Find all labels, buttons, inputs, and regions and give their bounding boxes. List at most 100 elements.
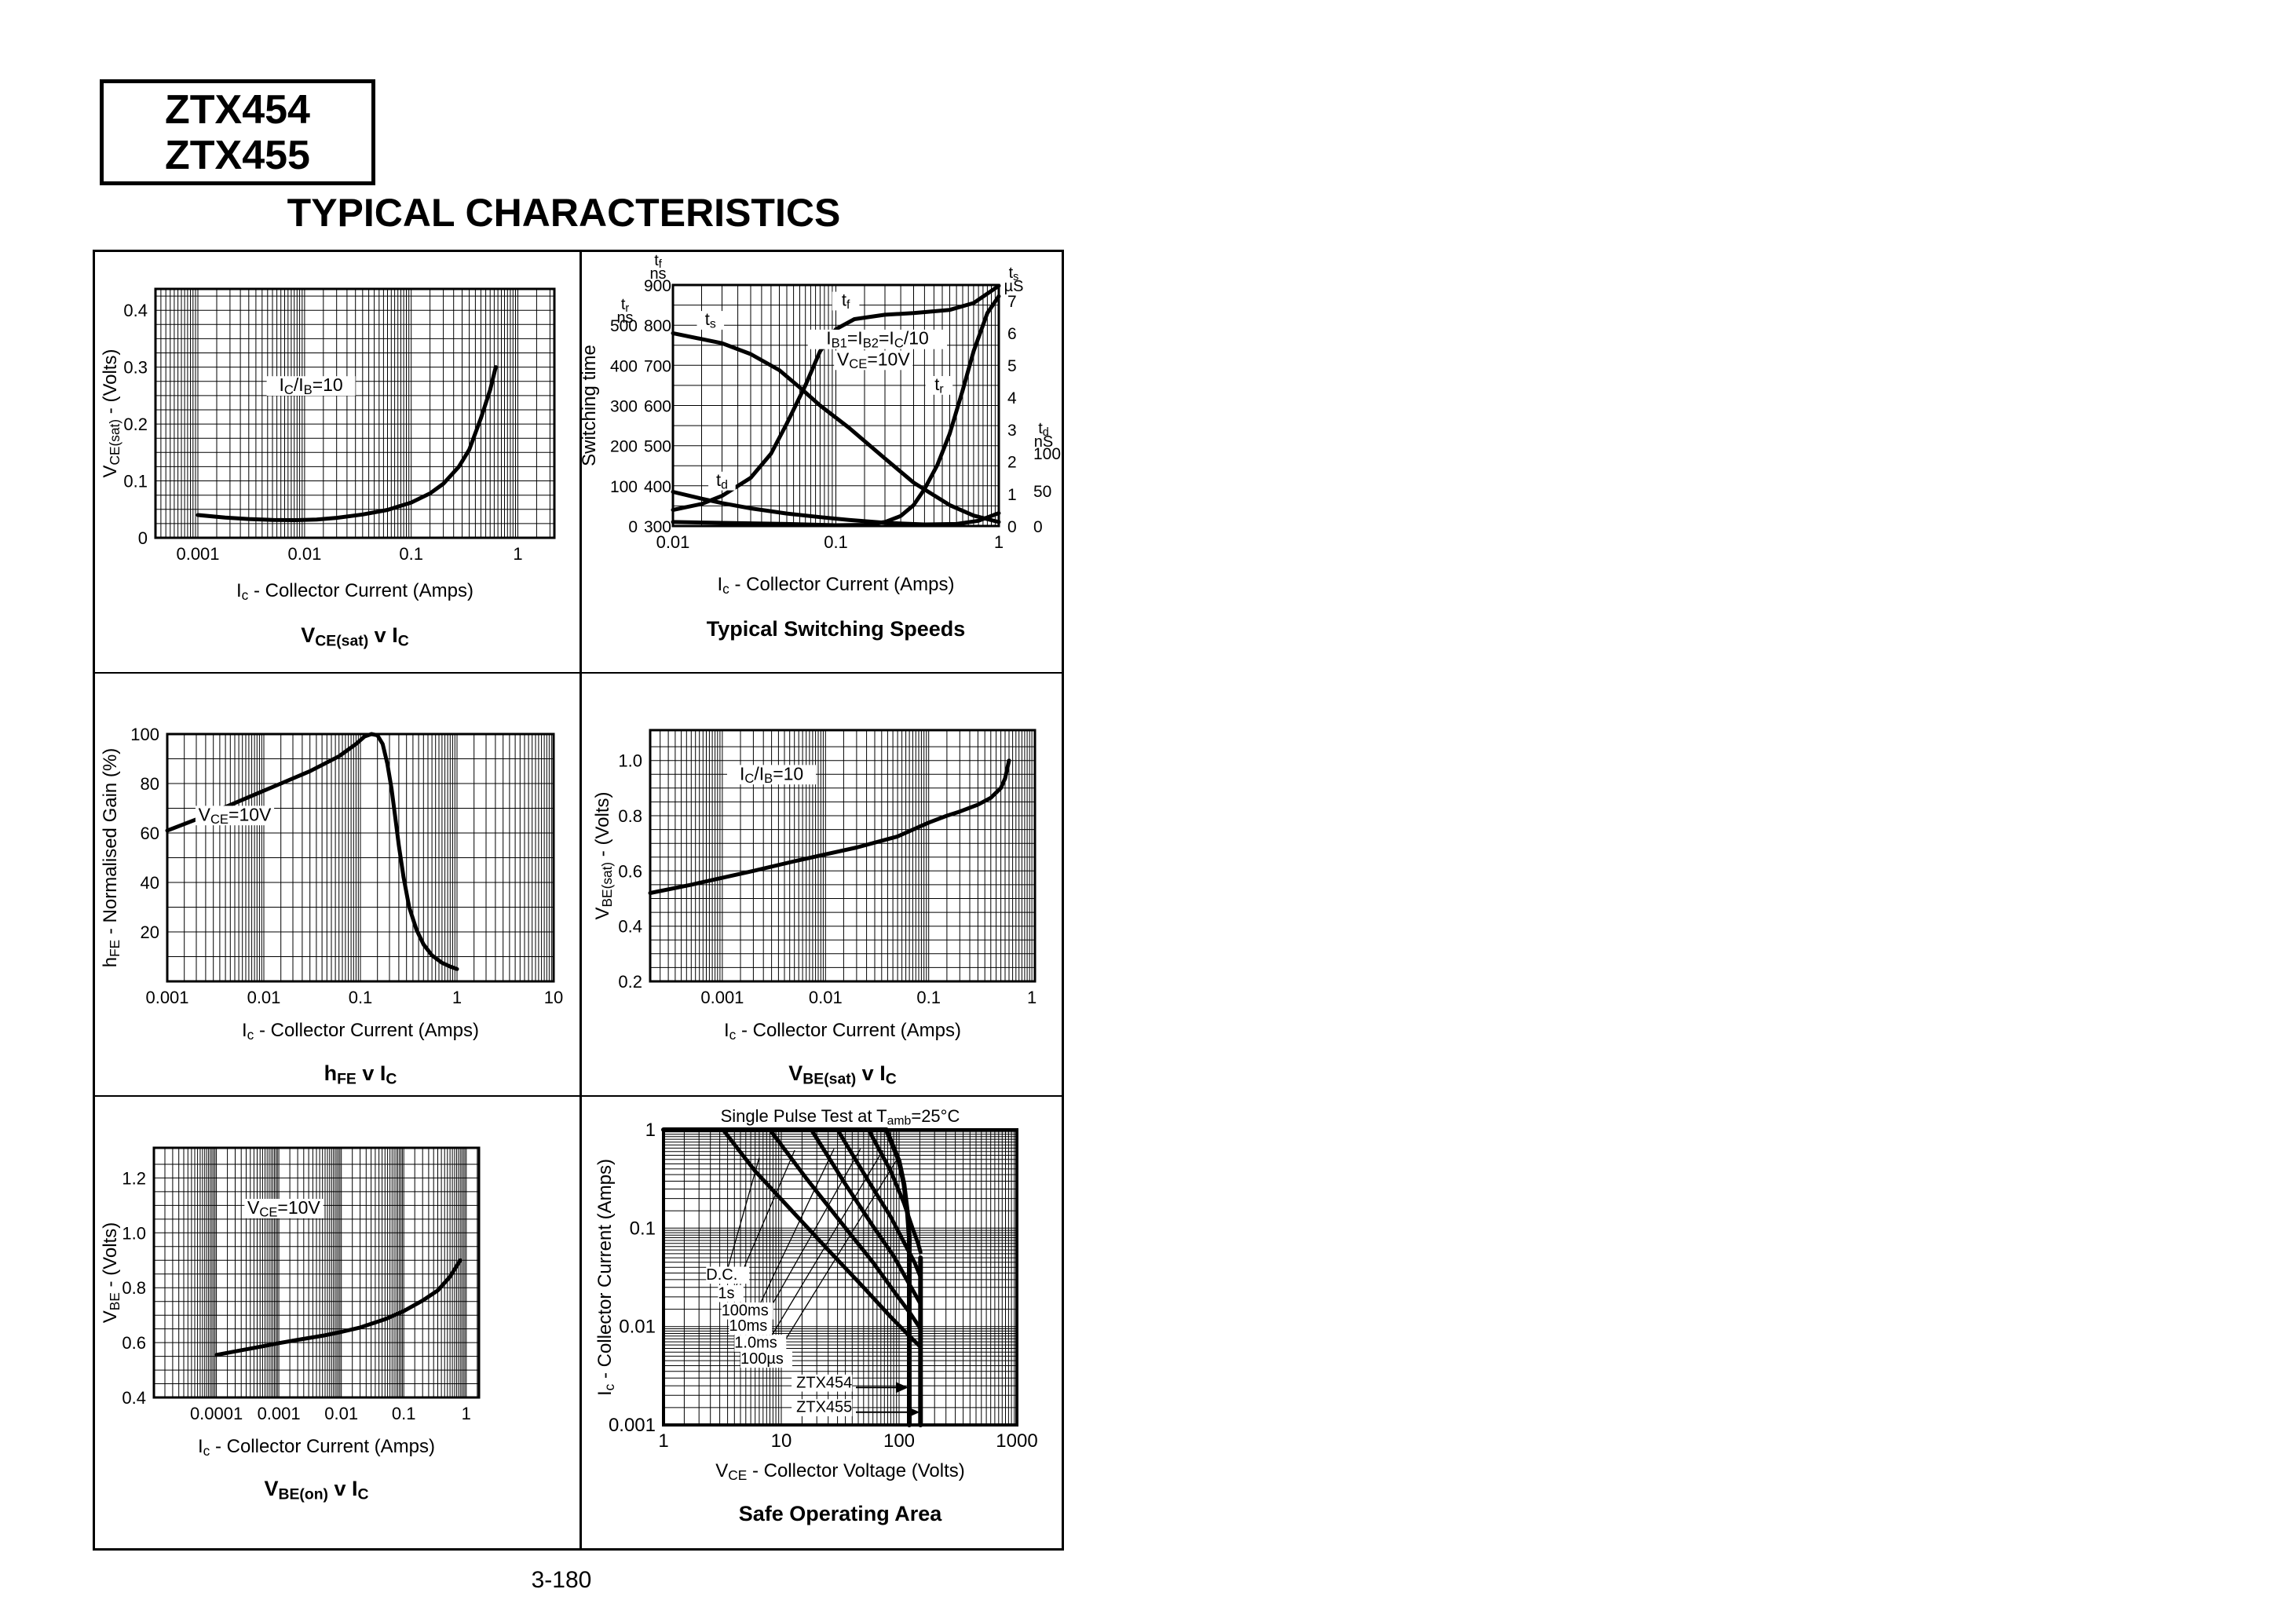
x-tick: 0.1 — [824, 532, 848, 552]
curve-VCE(sat) — [196, 365, 498, 522]
x-axis-label: Ic - Collector Current (Amps) — [242, 1020, 479, 1043]
axis-tick: 50 — [1033, 483, 1051, 501]
annotation: VCE=10V — [247, 1197, 320, 1220]
curve-100ms — [809, 1127, 923, 1306]
chart-typical-switching-speeds: 0.01 0.1 1tfns900800700600500400300trns500… — [579, 252, 1061, 641]
page-title: TYPICAL CHARACTERISTICS — [287, 191, 841, 235]
y-tick: 0.2 — [618, 972, 642, 992]
y-tick: 1.0 — [618, 751, 642, 771]
axis-tick: 0 — [1033, 518, 1043, 536]
x-tick: 1 — [1027, 988, 1036, 1007]
annotation: ZTX454 — [796, 1374, 852, 1391]
y-tick: 0.01 — [619, 1317, 656, 1338]
annotation: 10ms — [729, 1317, 767, 1335]
axis-tick: 500 — [610, 317, 638, 335]
curve-ts — [671, 331, 1001, 524]
y-tick: 0.1 — [123, 472, 148, 491]
axis-unit: tr — [621, 296, 630, 315]
arrowhead-icon — [895, 1382, 909, 1394]
y-tick: 0.001 — [609, 1415, 656, 1436]
chart-title: Typical Switching Speeds — [707, 617, 966, 641]
annotation: tr — [934, 374, 943, 396]
annotation: 1s — [718, 1284, 734, 1302]
axis-unit: µS — [1004, 278, 1024, 295]
axis-unit: ts — [1009, 265, 1019, 283]
y-tick: 0.4 — [618, 917, 642, 937]
x-tick: 0.0001 — [190, 1404, 243, 1423]
axis-unit: ns — [616, 309, 633, 327]
axis-tick: 0 — [1007, 518, 1017, 536]
chart-vce-sat-v-ic: 0.001 0.01 0.1 1 0 0.1 0.2 0.3 0.4 IC/IB=10 Ic - C… — [100, 287, 556, 649]
x-axis-label: Ic - Collector Current (Amps) — [717, 574, 954, 597]
plot-border — [154, 287, 556, 539]
annotation: ts — [705, 309, 716, 331]
y-tick: 0.2 — [123, 415, 148, 434]
curve-100µs / ZTX454 limit — [661, 1127, 912, 1427]
annotation: D.C. — [706, 1266, 737, 1284]
x-tick: 1 — [513, 544, 522, 564]
table-column-divider — [579, 252, 582, 1548]
chart-title: VBE(sat) v IC — [788, 1061, 896, 1087]
y-tick: 80 — [141, 774, 159, 794]
chart-title: VBE(on) v IC — [264, 1477, 368, 1503]
curves — [648, 758, 1011, 895]
x-tick: 0.1 — [916, 988, 941, 1007]
y-axis-label: hFE - Normalised Gain (%) — [100, 748, 122, 968]
part-number-box: ZTX454 ZTX455 — [100, 79, 375, 185]
annotation: VCE=10V — [837, 349, 910, 371]
curves — [661, 1127, 923, 1427]
x-tick: 0.1 — [399, 544, 423, 564]
x-tick: 10 — [771, 1430, 792, 1452]
plot-border — [152, 1146, 481, 1399]
curve-10ms — [835, 1127, 923, 1279]
axis-tick: 800 — [644, 317, 671, 335]
x-tick: 0.01 — [287, 544, 321, 564]
axis-tick: 100 — [610, 478, 638, 496]
y-tick: 20 — [141, 922, 159, 942]
x-tick: 1000 — [996, 1430, 1037, 1452]
x-axis-label: Ic - Collector Current (Amps) — [198, 1436, 435, 1459]
gridlines — [167, 734, 554, 981]
y-tick: 1.0 — [122, 1223, 146, 1243]
annotation: td — [716, 470, 728, 492]
page-number: 3-180 — [531, 1567, 592, 1593]
annotation: IB1=IB2=IC/10 — [826, 328, 929, 351]
annotation: IC/IB=10 — [279, 374, 342, 397]
axis-tick: 700 — [644, 357, 671, 375]
axis-tick: 200 — [610, 438, 638, 456]
y-axis-label: VCE(sat) - (Volts) — [100, 349, 122, 478]
annotation: 100ms — [722, 1302, 769, 1319]
y-tick: 40 — [141, 873, 159, 893]
y-tick: 0 — [138, 528, 148, 548]
gridlines — [155, 289, 554, 538]
axis-tick: 900 — [644, 277, 671, 295]
x-tick: 0.001 — [258, 1404, 301, 1423]
curve-td — [671, 490, 1001, 527]
curve-hFE — [165, 732, 459, 971]
y-tick: 0.1 — [630, 1218, 656, 1239]
annotation: VCE=10V — [199, 804, 272, 827]
annotation: ZTX455 — [796, 1399, 852, 1416]
curve-VBE(sat) — [648, 758, 1011, 895]
curve-1.0ms — [866, 1127, 923, 1255]
chart-safe-operating-area: 1 10 100 1000 1 0.1 0.01 0.001 D.C.1s100ms10ms1.… — [594, 1106, 1038, 1525]
chart-title: VCE(sat) v IC — [301, 623, 408, 649]
leader-line — [756, 1149, 835, 1311]
axis-unit: nS — [1034, 433, 1053, 451]
x-axis-label: VCE - Collector Voltage (Volts) — [715, 1460, 964, 1483]
x-tick: 0.001 — [176, 544, 219, 564]
x-tick: 0.01 — [324, 1404, 358, 1423]
x-axis-label: Ic - Collector Current (Amps) — [724, 1020, 961, 1043]
axis-tick: 7 — [1007, 293, 1017, 311]
x-tick: 0.01 — [656, 532, 690, 552]
x-tick: 1 — [658, 1430, 668, 1452]
x-axis-label: Ic - Collector Current (Amps) — [236, 580, 473, 603]
axis-tick: 6 — [1007, 325, 1017, 343]
plot-border — [166, 732, 555, 983]
x-tick: 0.001 — [700, 988, 744, 1007]
curves — [196, 365, 498, 522]
curves — [214, 1258, 462, 1357]
axis-tick: 4 — [1007, 389, 1017, 407]
chart-title: hFE v IC — [324, 1061, 397, 1087]
